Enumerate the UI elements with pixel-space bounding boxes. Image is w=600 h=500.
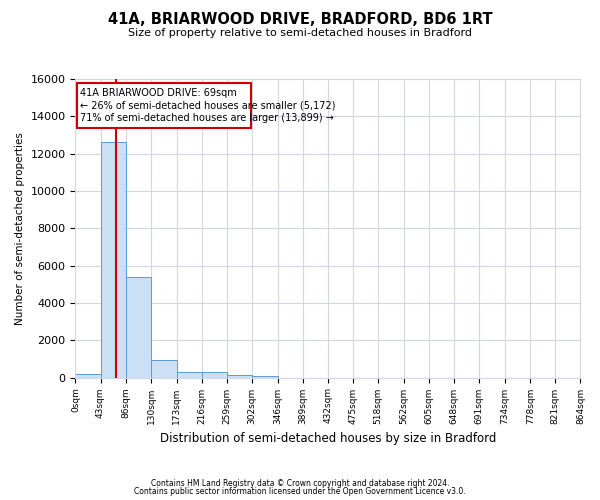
Text: ← 26% of semi-detached houses are smaller (5,172): ← 26% of semi-detached houses are smalle… [80,100,335,110]
FancyBboxPatch shape [77,82,251,128]
Bar [227,375,252,378]
Text: 41A BRIARWOOD DRIVE: 69sqm: 41A BRIARWOOD DRIVE: 69sqm [80,88,237,98]
X-axis label: Distribution of semi-detached houses by size in Bradford: Distribution of semi-detached houses by … [160,432,496,445]
Text: 41A, BRIARWOOD DRIVE, BRADFORD, BD6 1RT: 41A, BRIARWOOD DRIVE, BRADFORD, BD6 1RT [107,12,493,28]
Bar [202,372,227,378]
Bar [101,142,125,378]
Text: Size of property relative to semi-detached houses in Bradford: Size of property relative to semi-detach… [128,28,472,38]
Bar [176,372,202,378]
Bar [252,376,278,378]
Text: 71% of semi-detached houses are larger (13,899) →: 71% of semi-detached houses are larger (… [80,112,334,122]
Y-axis label: Number of semi-detached properties: Number of semi-detached properties [15,132,25,324]
Bar [151,360,176,378]
Text: Contains public sector information licensed under the Open Government Licence v3: Contains public sector information licen… [134,487,466,496]
Text: Contains HM Land Registry data © Crown copyright and database right 2024.: Contains HM Land Registry data © Crown c… [151,478,449,488]
Bar [125,277,151,378]
Bar [76,374,101,378]
